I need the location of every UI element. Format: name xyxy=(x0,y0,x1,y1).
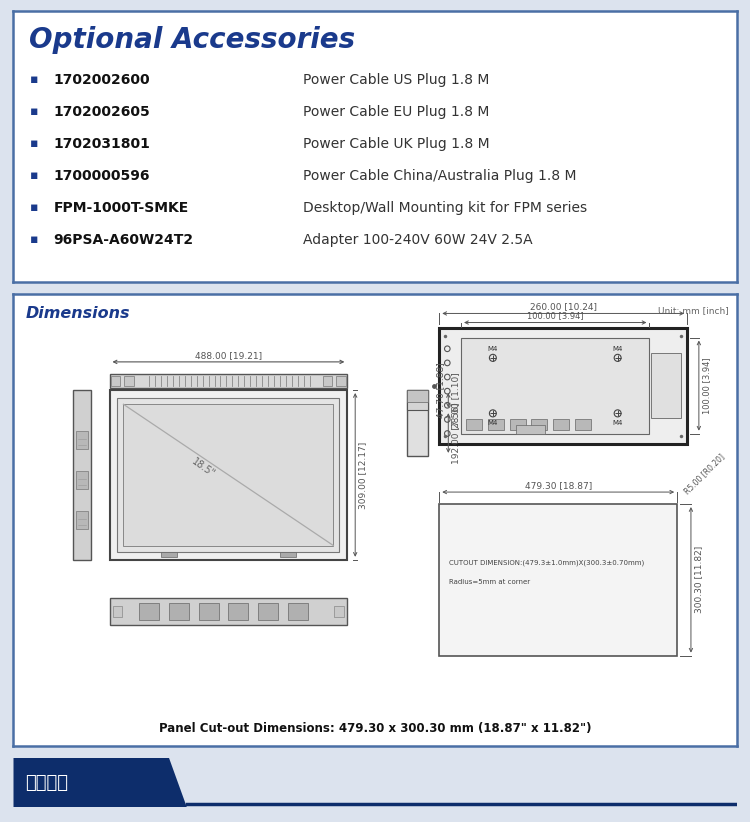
Text: Optional Accessories: Optional Accessories xyxy=(29,25,356,53)
Text: Unit: mm [inch]: Unit: mm [inch] xyxy=(658,307,728,316)
Bar xyxy=(406,390,428,455)
Bar xyxy=(406,390,428,402)
Text: 300.30 [11.82]: 300.30 [11.82] xyxy=(694,547,703,613)
Bar xyxy=(336,376,346,386)
Text: 1700000596: 1700000596 xyxy=(53,169,150,182)
Bar xyxy=(575,419,591,430)
Text: 100.00 [3.94]: 100.00 [3.94] xyxy=(702,358,711,414)
Bar xyxy=(516,426,545,433)
Bar xyxy=(488,419,504,430)
Text: Dimensions: Dimensions xyxy=(26,307,130,321)
Bar xyxy=(440,504,677,656)
Text: 18.5": 18.5" xyxy=(190,456,217,479)
Text: Power Cable UK Plug 1.8 M: Power Cable UK Plug 1.8 M xyxy=(303,137,489,151)
Bar xyxy=(466,419,482,430)
Text: M4: M4 xyxy=(488,420,498,427)
Bar xyxy=(440,328,687,444)
Text: 96PSA-A60W24T2: 96PSA-A60W24T2 xyxy=(53,233,194,247)
Text: M4: M4 xyxy=(613,346,622,352)
Bar xyxy=(161,552,177,556)
Text: ▪: ▪ xyxy=(29,169,38,182)
Bar xyxy=(76,431,88,449)
Text: R5.00 [R0.20]: R5.00 [R0.20] xyxy=(682,452,726,496)
Text: M4: M4 xyxy=(613,420,622,427)
Text: Adapter 100-240V 60W 24V 2.5A: Adapter 100-240V 60W 24V 2.5A xyxy=(303,233,532,247)
Text: ▪: ▪ xyxy=(29,105,38,118)
Polygon shape xyxy=(13,758,187,807)
Bar xyxy=(258,603,278,621)
Text: 47.70 [1.88]: 47.70 [1.88] xyxy=(436,363,445,418)
Bar xyxy=(76,511,88,529)
Text: Desktop/Wall Mounting kit for FPM series: Desktop/Wall Mounting kit for FPM series xyxy=(303,201,586,215)
Text: Power Cable EU Plug 1.8 M: Power Cable EU Plug 1.8 M xyxy=(303,105,489,119)
Bar xyxy=(461,338,650,433)
Text: ▪: ▪ xyxy=(29,201,38,215)
Text: 260.00 [10.24]: 260.00 [10.24] xyxy=(530,302,597,312)
Bar xyxy=(510,419,526,430)
Text: M4: M4 xyxy=(488,346,498,352)
Bar xyxy=(554,419,569,430)
Text: 479.30 [18.87]: 479.30 [18.87] xyxy=(524,481,592,490)
Text: Panel Cut-out Dimensions: 479.30 x 300.30 mm (18.87" x 11.82"): Panel Cut-out Dimensions: 479.30 x 300.3… xyxy=(159,722,591,735)
Bar xyxy=(76,471,88,489)
Text: 192.00 [7.56]: 192.00 [7.56] xyxy=(452,402,460,464)
Text: 1702031801: 1702031801 xyxy=(53,137,150,151)
Bar xyxy=(110,598,347,626)
Bar xyxy=(199,603,218,621)
Text: 28.00 [1.10]: 28.00 [1.10] xyxy=(452,372,460,428)
Bar xyxy=(322,376,332,386)
Bar xyxy=(288,603,308,621)
Text: 1702002605: 1702002605 xyxy=(53,105,150,119)
Bar xyxy=(532,419,548,430)
Bar xyxy=(406,390,428,410)
Text: FPM-1000T-SMKE: FPM-1000T-SMKE xyxy=(53,201,188,215)
Bar xyxy=(110,374,347,388)
Bar xyxy=(140,603,159,621)
Bar xyxy=(124,376,134,386)
Text: ▪: ▪ xyxy=(29,233,38,247)
Text: 488.00 [19.21]: 488.00 [19.21] xyxy=(195,351,262,360)
Bar xyxy=(229,603,248,621)
Bar xyxy=(334,606,344,617)
Text: 309.00 [12.17]: 309.00 [12.17] xyxy=(358,441,368,509)
Text: 产品配置: 产品配置 xyxy=(26,774,68,792)
Bar xyxy=(110,390,347,560)
Bar xyxy=(110,376,121,386)
Bar xyxy=(280,552,296,556)
Bar xyxy=(118,398,339,552)
Text: ▪: ▪ xyxy=(29,73,38,86)
Bar xyxy=(651,353,681,418)
Text: ▪: ▪ xyxy=(29,137,38,150)
Bar xyxy=(124,404,334,546)
Text: CUTOUT DIMENSION:(479.3±1.0mm)X(300.3±0.70mm): CUTOUT DIMENSION:(479.3±1.0mm)X(300.3±0.… xyxy=(449,560,644,566)
Text: 100.00 [3.94]: 100.00 [3.94] xyxy=(527,312,584,321)
Bar xyxy=(169,603,189,621)
Text: Radius=5mm at corner: Radius=5mm at corner xyxy=(449,580,530,585)
Text: Power Cable US Plug 1.8 M: Power Cable US Plug 1.8 M xyxy=(303,73,489,87)
Text: 1702002600: 1702002600 xyxy=(53,73,150,87)
Bar xyxy=(73,390,91,560)
Text: Power Cable China/Australia Plug 1.8 M: Power Cable China/Australia Plug 1.8 M xyxy=(303,169,576,182)
Bar xyxy=(112,606,122,617)
